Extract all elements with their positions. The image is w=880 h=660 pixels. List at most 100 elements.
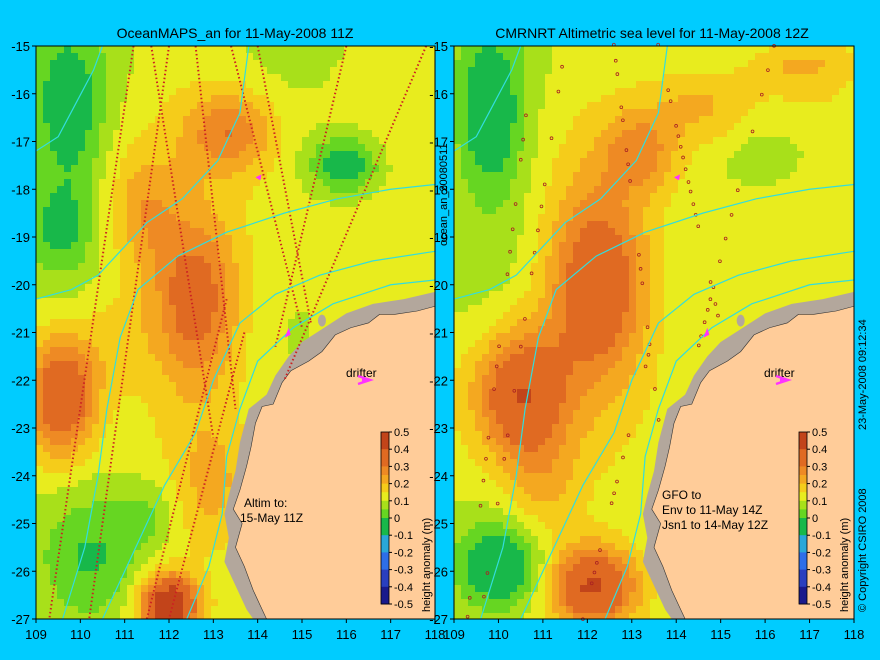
contour-line-L-0 [62, 183, 436, 620]
altimeter-track [168, 332, 246, 620]
x-tick-label: 117 [799, 627, 820, 642]
track-sample-marker [759, 92, 764, 97]
colorbar-tick-label: -0.5 [812, 599, 831, 611]
colorbar-tick-label: 0.4 [812, 444, 827, 456]
contour-line-L-3 [35, 45, 250, 300]
track-sample-marker [613, 58, 618, 63]
drifter-marker [703, 327, 710, 338]
x-tick-label: 118 [844, 627, 865, 642]
track-sample-marker [495, 501, 500, 506]
colorbar-swatch [381, 565, 389, 571]
track-sample-marker [560, 64, 564, 69]
y-tick-label: -16 [429, 87, 448, 102]
track-sample-marker [626, 433, 631, 437]
colorbar-swatch [381, 505, 389, 510]
track-sample-marker [539, 204, 544, 209]
track-sample-marker [505, 272, 510, 277]
colorbar-swatch [381, 470, 389, 476]
track-sample-marker [683, 167, 688, 171]
colorbar-tick-label: 0 [394, 513, 400, 525]
colorbar-swatch [799, 449, 807, 454]
colorbar-swatch [799, 582, 807, 588]
colorbar-swatch [381, 599, 389, 605]
colorbar-swatch [799, 432, 807, 437]
track-sample-marker [656, 418, 661, 422]
colorbar-swatch [799, 500, 807, 506]
colorbar-swatch [381, 535, 389, 540]
colorbar-swatch [799, 440, 807, 446]
track-sample-marker [529, 271, 534, 276]
altimeter-track [256, 45, 312, 324]
track-sample-marker [524, 113, 528, 118]
right-gfo-note-3: Jsn1 to 14-May 12Z [662, 518, 768, 532]
colorbar-swatch [381, 573, 389, 579]
colorbar-swatch [799, 518, 807, 523]
contour-line-R-4 [453, 45, 522, 152]
track-sample-marker [621, 118, 625, 123]
colorbar-swatch [799, 444, 807, 450]
track-sample-marker [598, 548, 602, 552]
track-sample-marker [653, 387, 657, 391]
y-tick-label: -18 [429, 182, 448, 197]
colorbar-swatch [381, 509, 389, 515]
track-sample-marker [502, 457, 507, 461]
date-stamp-label: 23-May-2008 09:12:34 [857, 319, 869, 430]
colorbar-swatch [381, 548, 389, 553]
colorbar-swatch [799, 479, 807, 485]
colorbar-swatch [799, 466, 807, 472]
colorbar-swatch [799, 586, 807, 592]
colorbar-swatch [799, 522, 807, 528]
track-sample-marker [484, 456, 488, 461]
track-sample-marker [595, 561, 599, 565]
track-sample-marker [705, 308, 710, 312]
x-tick-label: 116 [755, 627, 776, 642]
track-sample-marker [729, 213, 734, 217]
y-tick-label: -22 [11, 373, 30, 388]
colorbar-swatch [381, 569, 389, 575]
track-sample-marker [549, 136, 554, 140]
colorbar-tick-label: 0.2 [812, 479, 827, 491]
track-sample-marker [708, 280, 713, 284]
contour-line-L-2 [186, 279, 436, 620]
colorbar-swatch [381, 556, 389, 562]
colorbar-tick-label: -0.5 [394, 599, 413, 611]
colorbar-swatch [381, 561, 389, 566]
colorbar-swatch [381, 466, 389, 472]
colorbar-swatch [381, 591, 389, 596]
y-tick-label: -22 [429, 373, 448, 388]
colorbar-tick-label: 0 [812, 513, 818, 525]
colorbar-swatch [381, 513, 389, 519]
colorbar-swatch [799, 526, 807, 532]
colorbar-swatch [799, 595, 807, 601]
y-tick-label: -19 [429, 230, 448, 245]
contour-line-R-1 [520, 250, 855, 620]
track-sample-marker [708, 297, 713, 302]
track-sample-marker [486, 435, 491, 440]
track-sample-marker [637, 252, 641, 257]
right-y-axis: -15 -16 -17 -18 -19 -20 -21 -22 -23 -24 -25 -26 -27 [429, 39, 454, 627]
track-sample-marker [612, 491, 616, 496]
track-sample-marker [750, 129, 755, 134]
colorbar-swatch [381, 496, 389, 502]
x-tick-label: 114 [666, 627, 687, 642]
y-tick-label: -27 [11, 612, 30, 627]
left-colorbar: 0.5 0.4 0.3 0.2 0.1 0 -0.1 -0.2 -0.3 -0.4 -0.5 [380, 427, 413, 611]
colorbar-swatch [381, 492, 389, 497]
contour-line-R-3 [453, 45, 668, 300]
track-sample-marker [643, 364, 648, 369]
colorbar-swatch [799, 462, 807, 467]
track-sample-marker [542, 182, 547, 187]
island-L [317, 314, 326, 327]
colorbar-tick-label: 0.3 [812, 461, 827, 473]
track-sample-marker [523, 317, 527, 321]
colorbar-swatch [799, 436, 807, 442]
right-colorbar-label: height anomaly (m) [839, 518, 851, 612]
colorbar-swatch [799, 470, 807, 476]
contour-line-R-0 [480, 183, 855, 620]
altimeter-track [88, 45, 170, 620]
left-altim-note-1: Altim to: [244, 496, 287, 510]
colorbar-swatch [799, 556, 807, 562]
track-sample-marker [615, 72, 620, 76]
y-tick-label: -20 [429, 278, 448, 293]
track-sample-marker [716, 313, 720, 318]
